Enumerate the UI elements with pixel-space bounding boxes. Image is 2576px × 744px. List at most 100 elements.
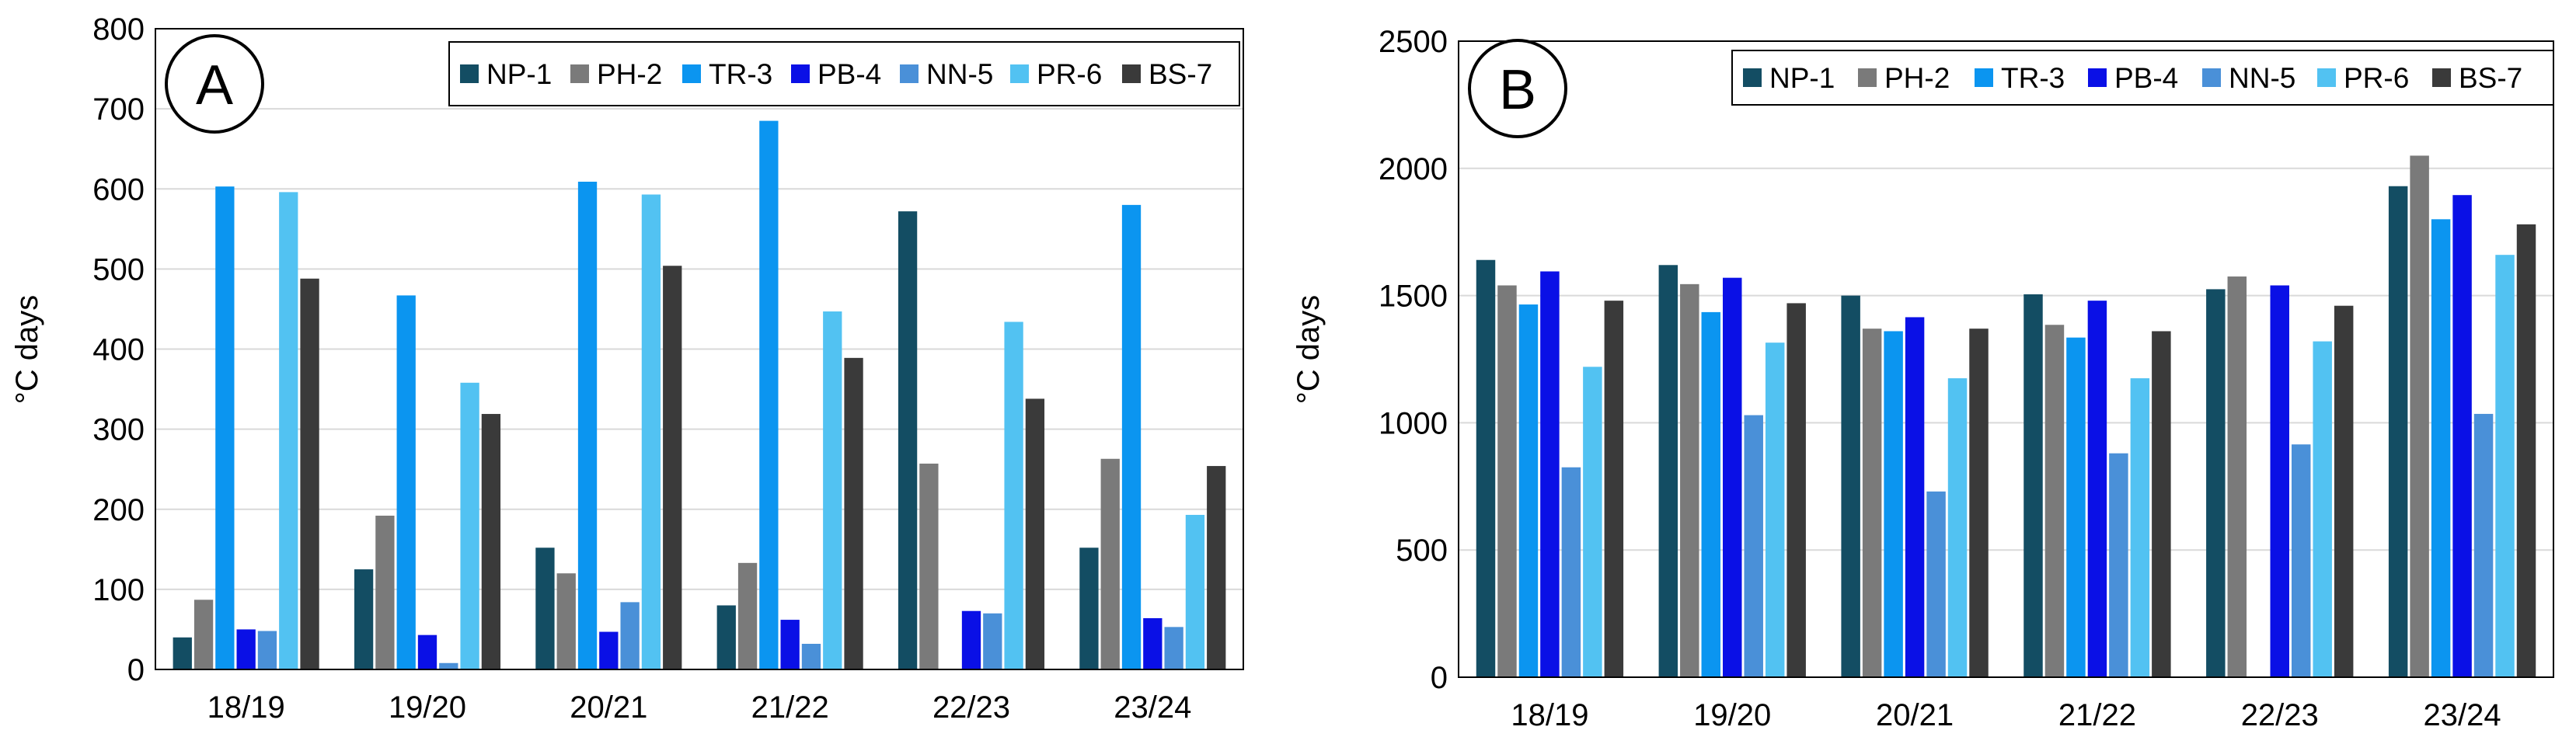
x-tick-label: 21/22 [751, 690, 829, 725]
legend-swatch-np-1 [1743, 68, 1762, 87]
y-tick-label: 700 [92, 92, 145, 127]
y-tick-label: 500 [92, 252, 145, 287]
bar-pb-4 [2087, 301, 2107, 677]
bar-bs-7 [1604, 301, 1624, 677]
bar-np-1 [354, 569, 374, 669]
legend-label: NP-1 [486, 58, 552, 90]
bar-nn-5 [1561, 467, 1581, 677]
bar-tr-3 [1121, 204, 1142, 669]
bar-ph-2 [1497, 285, 1517, 677]
bar-ph-2 [556, 573, 576, 669]
bar-bs-7 [663, 266, 682, 669]
legend-label: NN-5 [926, 58, 993, 90]
bar-pb-4 [2270, 285, 2289, 677]
bar-ph-2 [2227, 276, 2247, 677]
x-tick-label: 19/20 [389, 690, 466, 725]
x-tick-label: 19/20 [1693, 698, 1771, 732]
y-tick-label: 100 [92, 573, 145, 607]
bar-tr-3 [1884, 331, 1903, 677]
bar-pr-6 [1004, 322, 1023, 669]
bar-ph-2 [2410, 155, 2429, 678]
bar-pr-6 [279, 192, 298, 669]
chart-panel-B: 0 500 1000 1500 2000 2500 18/19 19/20 20/21 21/22… [1291, 25, 2554, 732]
bar-tr-3 [2066, 337, 2086, 677]
legend-swatch-np-1 [460, 64, 479, 83]
bar-nn-5 [257, 631, 277, 669]
bar-np-1 [2024, 294, 2043, 677]
y-tick-label: 300 [92, 413, 145, 447]
bar-nn-5 [801, 644, 821, 669]
bar-bs-7 [1786, 303, 1806, 677]
bar-pr-6 [1583, 367, 1602, 677]
bar-np-1 [1658, 265, 1678, 678]
legend-label: NP-1 [1769, 62, 1835, 94]
bar-pb-4 [1540, 271, 1560, 677]
panel-label-circle [165, 34, 264, 134]
bar-pb-4 [1723, 277, 1742, 678]
bar-tr-3 [396, 295, 416, 669]
bar-np-1 [716, 605, 736, 669]
legend-swatch-pb-4 [2088, 68, 2107, 87]
legend-label: PH-2 [597, 58, 662, 90]
legend: NP-1 PH-2 TR-3 PB-4 NN-5 PR-6 BS-7 [1731, 50, 2554, 106]
bar-bs-7 [481, 414, 501, 669]
bar-np-1 [898, 211, 918, 669]
chart-panel-A: 0 100 200 300 400 500 600 700 800 18/19 19/20 20/21… [10, 12, 1244, 725]
y-tick-label: 600 [92, 172, 145, 207]
x-tick-label: 21/22 [2058, 698, 2136, 732]
bar-nn-5 [1164, 627, 1183, 669]
x-tick-label: 23/24 [1114, 690, 1191, 725]
bar-pr-6 [2495, 255, 2515, 678]
bar-np-1 [2206, 289, 2226, 677]
bar-np-1 [1079, 548, 1099, 669]
bar-pb-4 [780, 620, 800, 669]
legend-swatch-tr-3 [682, 64, 701, 83]
bar-ph-2 [1862, 329, 1882, 677]
legend-swatch-pr-6 [1010, 64, 1029, 83]
bar-ph-2 [1100, 458, 1120, 669]
panel-label: A [196, 54, 233, 116]
x-tick-label: 18/19 [207, 690, 285, 725]
y-axis-title: °C days [1291, 295, 1326, 405]
y-tick-label: 2000 [1379, 152, 1448, 186]
bar-pb-4 [236, 629, 256, 669]
bar-pb-4 [599, 631, 619, 669]
bar-pr-6 [1765, 342, 1785, 677]
bar-nn-5 [439, 662, 458, 669]
bar-tr-3 [215, 186, 235, 669]
bar-tr-3 [759, 120, 779, 669]
bar-ph-2 [375, 516, 395, 669]
legend-label: PR-6 [2344, 62, 2409, 94]
legend-swatch-nn-5 [2202, 68, 2221, 87]
bar-ph-2 [2044, 325, 2065, 677]
legend-label: PB-4 [817, 58, 881, 90]
bar-ph-2 [737, 562, 758, 669]
x-tick-label: 23/24 [2424, 698, 2501, 732]
bar-pr-6 [823, 311, 842, 669]
bar-tr-3 [577, 181, 598, 669]
bar-nn-5 [620, 602, 640, 669]
legend-label: BS-7 [2459, 62, 2522, 94]
y-axis-title: °C days [10, 295, 44, 405]
bar-nn-5 [2109, 453, 2128, 677]
bar-nn-5 [2291, 444, 2311, 677]
legend-label: NN-5 [2229, 62, 2295, 94]
y-tick-label: 1500 [1379, 280, 1448, 314]
legend-swatch-tr-3 [1975, 68, 1993, 87]
bar-pr-6 [460, 382, 479, 669]
bar-bs-7 [2516, 224, 2536, 677]
bar-np-1 [1841, 295, 1860, 677]
legend-label: TR-3 [2001, 62, 2065, 94]
bar-bs-7 [844, 357, 863, 669]
bar-pr-6 [1947, 378, 1968, 677]
x-tick-label: 20/21 [1876, 698, 1954, 732]
x-tick-label: 22/23 [932, 690, 1010, 725]
bar-np-1 [173, 637, 192, 669]
bar-bs-7 [1207, 466, 1226, 669]
bar-pb-4 [961, 610, 981, 669]
legend: NP-1 PH-2 TR-3 PB-4 NN-5 PR-6 BS-7 [448, 41, 1240, 106]
legend-label: PB-4 [2114, 62, 2178, 94]
bar-ph-2 [193, 600, 214, 669]
